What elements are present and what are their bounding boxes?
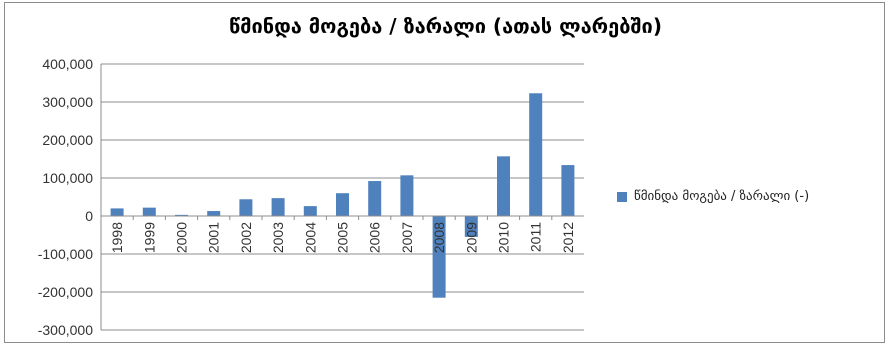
y-tick-label: 100,000 [42, 170, 93, 186]
y-tick-label: -200,000 [38, 284, 93, 300]
x-tick-label: 2011 [528, 222, 544, 252]
bar [303, 206, 317, 216]
legend-swatch [617, 191, 627, 202]
x-tick-label: 2007 [399, 222, 415, 253]
bar [561, 165, 575, 216]
bar [529, 93, 543, 216]
x-tick-label: 2000 [174, 222, 190, 253]
y-tick-label: 300,000 [42, 94, 93, 110]
bar [400, 175, 414, 216]
x-tick-label: 2004 [302, 222, 318, 253]
legend-label: წმინდა მოგება / ზარალი (-) [634, 189, 810, 204]
y-tick-label: 200,000 [42, 132, 93, 148]
y-tick-label: -100,000 [38, 246, 93, 262]
x-tick-label: 2003 [270, 222, 286, 253]
x-axis-labels: 1998 1999 2000 2001 2002 2003 2004 2005 2006 2007… [100, 215, 584, 253]
legend: წმინდა მოგება / ზარალი (-) [617, 189, 809, 204]
x-tick-label: 1998 [109, 222, 125, 253]
x-tick-label: 2006 [367, 222, 383, 253]
y-tick-label: 0 [85, 208, 93, 224]
x-tick-label: 1999 [141, 222, 157, 253]
y-tick-label: 400,000 [42, 56, 93, 72]
bar [239, 199, 253, 216]
x-tick-label: 2001 [206, 222, 222, 253]
x-tick-label: 2009 [463, 222, 479, 253]
bar [464, 216, 478, 237]
bar [207, 211, 221, 216]
x-tick-label: 2010 [496, 222, 512, 253]
bar [368, 181, 382, 216]
bar [142, 207, 156, 216]
chart-title: წმინდა მოგება / ზარალი (ათას ლარებში) [229, 14, 662, 38]
x-tick-label: 2005 [335, 222, 351, 253]
bar [271, 198, 285, 216]
bar [432, 216, 446, 298]
bar [110, 208, 124, 216]
y-tick-label: -300,000 [38, 322, 93, 338]
x-tick-label: 2008 [431, 222, 447, 253]
bar [336, 193, 349, 216]
y-axis: 400,000 300,000 200,000 100,000 0 -100,000 -20… [38, 56, 102, 338]
x-tick-label: 2002 [238, 222, 254, 253]
x-tick-label: 2012 [560, 222, 576, 253]
bar [497, 156, 510, 216]
bars [110, 93, 575, 298]
bar [175, 214, 188, 216]
